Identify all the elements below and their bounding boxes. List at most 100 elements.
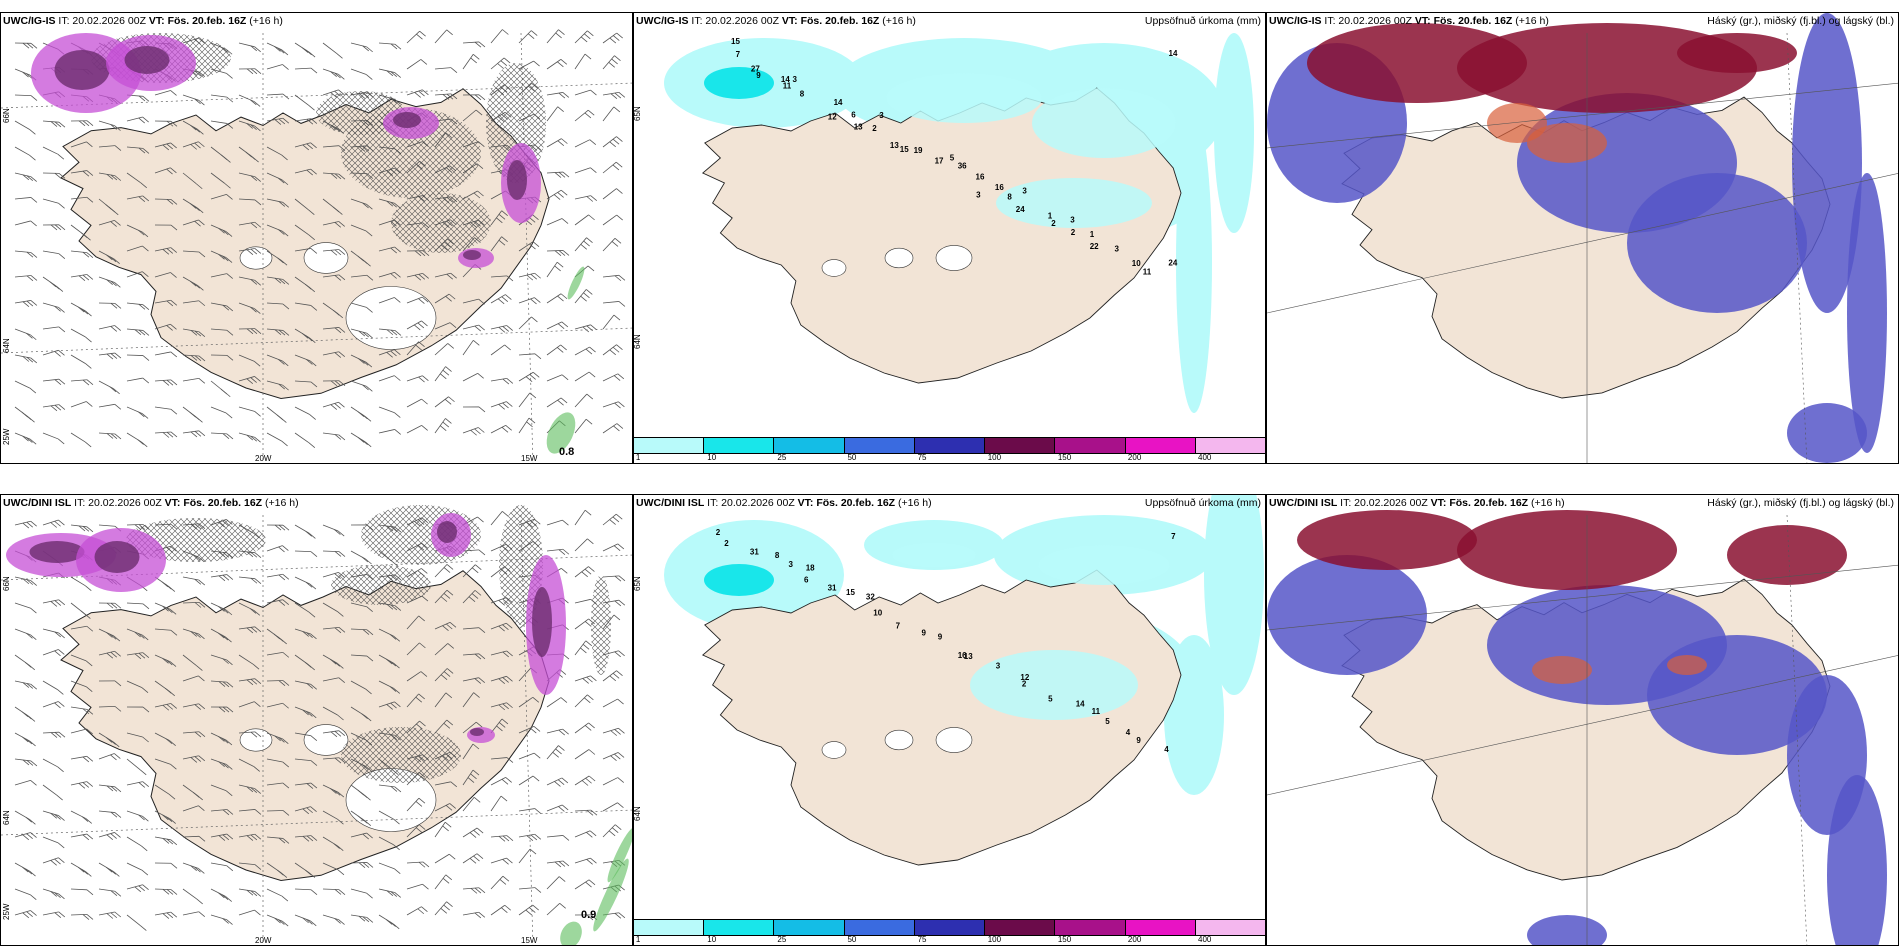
barb-flag (478, 141, 485, 147)
barb-flag (29, 129, 36, 135)
wind-barb (266, 172, 289, 186)
barb-staff (406, 341, 419, 356)
barb-flag (282, 573, 290, 580)
wind-barb (378, 680, 401, 694)
barb-flag (618, 599, 626, 606)
barb-staff (518, 775, 534, 786)
barb-staff (266, 758, 283, 763)
wind-barb (378, 246, 401, 254)
barb-flag (558, 92, 566, 99)
wind-barb (602, 802, 624, 812)
wind-barb (154, 628, 178, 636)
barb-flag (302, 808, 310, 815)
barb-flag (506, 757, 514, 763)
precip-value-label: 4 (1126, 728, 1131, 737)
barb-flag (190, 330, 198, 336)
barb-flag (534, 297, 541, 303)
wind-barb (322, 550, 346, 557)
barb-flag (170, 911, 178, 918)
barb-flag (222, 574, 230, 581)
wind-barb (294, 862, 316, 878)
colorbar-swatch (704, 438, 775, 453)
barb-staff (210, 302, 227, 307)
wind-barb (238, 784, 261, 794)
barb-flag (58, 632, 65, 639)
panel-header: UWC/IG-IS IT: 20.02.2026 00Z VT: Fös. 20… (3, 15, 283, 27)
barb-flag (556, 261, 564, 268)
wind-barb (98, 302, 122, 309)
wind-barb (14, 810, 36, 825)
barb-flag (246, 123, 253, 129)
snow-hatch-region (391, 193, 491, 253)
wind-barb (14, 602, 37, 614)
precip-purple-core (94, 541, 140, 573)
barb-flag (366, 274, 374, 281)
barb-flag (281, 440, 288, 447)
wind-barb (154, 299, 178, 307)
barb-flag (54, 631, 62, 638)
barb-flag (106, 913, 114, 919)
barb-flag (25, 713, 32, 720)
wind-barb (294, 628, 317, 640)
barb-flag (194, 602, 202, 608)
wind-barb (70, 250, 94, 258)
wind-barb (546, 835, 570, 841)
barb-flag (612, 516, 620, 523)
barb-flag (21, 411, 29, 418)
barb-flag (389, 660, 397, 667)
barb-staff (518, 371, 534, 382)
barb-flag (445, 692, 453, 699)
barb-flag (590, 89, 597, 96)
barb-staff (518, 353, 535, 356)
barb-flag (306, 807, 313, 814)
barb-flag (254, 279, 262, 286)
barb-flag (530, 834, 538, 841)
barb-flag (170, 763, 177, 770)
barb-staff (154, 323, 171, 330)
barb-flag (78, 525, 86, 532)
wind-barb (266, 524, 290, 531)
barb-staff (518, 667, 532, 682)
wind-barb (154, 836, 178, 846)
wind-barb (98, 888, 122, 897)
barb-flag (616, 423, 624, 429)
wind-barb (434, 821, 452, 838)
barb-flag (366, 629, 374, 636)
barb-flag (474, 94, 482, 101)
barb-staff (266, 198, 283, 203)
wind-barb (350, 198, 373, 210)
barb-flag (417, 908, 425, 915)
barb-flag (246, 835, 254, 841)
wind-barb (126, 862, 149, 876)
wind-barb (546, 903, 566, 916)
barb-staff (14, 300, 31, 304)
barb-flag (357, 437, 365, 443)
barb-flag (114, 753, 121, 759)
barb-flag (198, 579, 206, 586)
barb-flag (278, 837, 286, 844)
barb-flag (447, 643, 455, 649)
barb-flag (58, 911, 66, 918)
barb-flag (114, 680, 122, 687)
barb-flag (362, 331, 369, 338)
barb-flag (338, 401, 345, 408)
barb-staff (322, 432, 339, 436)
wind-barb (518, 833, 542, 841)
barb-flag (581, 780, 589, 786)
wind-barb (70, 706, 94, 715)
lon-label: 20W (255, 454, 272, 463)
glacier-patch (935, 245, 973, 271)
wind-barb (294, 888, 318, 896)
barb-flag (85, 660, 93, 667)
precip-value-label: 5 (950, 153, 955, 162)
wind-barb (70, 833, 94, 841)
wind-barb (14, 197, 38, 203)
barb-flag (587, 265, 595, 272)
barb-flag (86, 526, 94, 533)
barb-staff (602, 543, 619, 552)
wind-barb (434, 418, 452, 434)
wind-barb (266, 758, 290, 768)
wind-barb (294, 42, 316, 58)
barb-flag (497, 298, 505, 305)
barb-staff (294, 406, 310, 415)
